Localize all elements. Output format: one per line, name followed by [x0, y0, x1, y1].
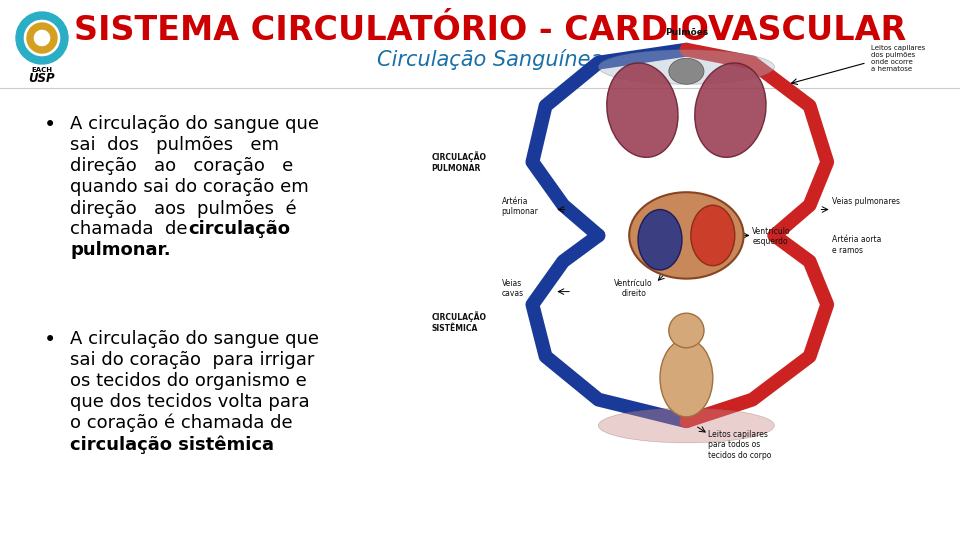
Wedge shape [20, 18, 30, 28]
Wedge shape [48, 43, 55, 49]
Text: os tecidos do organismo e: os tecidos do organismo e [70, 372, 307, 390]
Wedge shape [20, 48, 30, 58]
Text: SISTEMA CIRCULATÓRIO - CARDIOVASCULAR: SISTEMA CIRCULATÓRIO - CARDIOVASCULAR [74, 14, 906, 46]
Wedge shape [59, 25, 67, 35]
Wedge shape [50, 31, 57, 36]
Text: chamada  de: chamada de [70, 220, 199, 238]
Wedge shape [34, 12, 41, 20]
Wedge shape [27, 36, 33, 40]
Wedge shape [55, 18, 64, 28]
Text: que dos tecidos volta para: que dos tecidos volta para [70, 393, 310, 411]
Text: EACH: EACH [32, 67, 53, 73]
Wedge shape [33, 45, 38, 52]
Wedge shape [45, 45, 52, 52]
Wedge shape [16, 42, 25, 51]
Text: Artéria aorta
e ramos: Artéria aorta e ramos [831, 235, 881, 255]
Text: Pulmões: Pulmões [664, 28, 708, 37]
Wedge shape [48, 26, 55, 33]
Text: Veias pulmonares: Veias pulmonares [831, 197, 900, 206]
Text: circulação: circulação [188, 220, 290, 238]
Text: Veias
cavas: Veias cavas [501, 279, 524, 298]
Wedge shape [16, 34, 23, 42]
Wedge shape [37, 23, 42, 30]
Wedge shape [27, 40, 35, 45]
Wedge shape [27, 31, 35, 36]
Wedge shape [50, 40, 57, 45]
Text: Leitos capilares
para todos os
tecidos do corpo: Leitos capilares para todos os tecidos d… [708, 430, 772, 460]
Text: Circulação Sanguínea: Circulação Sanguínea [377, 50, 603, 71]
Wedge shape [49, 53, 59, 62]
Text: direção   ao   coração   e: direção ao coração e [70, 157, 293, 175]
Wedge shape [42, 46, 47, 53]
Text: A circulação do sangue que: A circulação do sangue que [70, 330, 319, 348]
Text: pulmonar.: pulmonar. [70, 241, 171, 259]
Text: CIRCULAÇÃO
SISTÊMICA: CIRCULAÇÃO SISTÊMICA [431, 311, 486, 333]
Text: quando sai do coração em: quando sai do coração em [70, 178, 309, 196]
Ellipse shape [669, 58, 704, 84]
Wedge shape [33, 24, 38, 31]
Ellipse shape [660, 339, 712, 417]
Wedge shape [42, 23, 47, 30]
Wedge shape [45, 24, 52, 31]
Wedge shape [51, 36, 57, 40]
Text: o coração é chamada de: o coração é chamada de [70, 414, 293, 433]
Text: Ventrículo
esquerdo: Ventrículo esquerdo [753, 227, 791, 246]
Wedge shape [26, 14, 36, 23]
Wedge shape [34, 56, 41, 64]
Ellipse shape [629, 192, 744, 279]
Text: circulação sistêmica: circulação sistêmica [70, 435, 274, 454]
Wedge shape [16, 25, 25, 35]
Ellipse shape [695, 63, 766, 157]
Text: Leitos capilares
dos pulmões
onde ocorre
a hematose: Leitos capilares dos pulmões onde ocorre… [872, 45, 925, 72]
Circle shape [669, 313, 704, 348]
Text: direção   aos  pulmões  é: direção aos pulmões é [70, 199, 297, 218]
Text: •: • [44, 115, 56, 135]
Ellipse shape [607, 63, 678, 157]
Wedge shape [42, 56, 51, 64]
Wedge shape [55, 48, 64, 58]
Text: sai  dos   pulmões   em: sai dos pulmões em [70, 136, 279, 154]
Ellipse shape [598, 50, 775, 84]
Ellipse shape [638, 210, 682, 270]
Text: A circulação do sangue que: A circulação do sangue que [70, 115, 319, 133]
Wedge shape [49, 14, 59, 23]
Text: Ventrículo
direito: Ventrículo direito [614, 279, 653, 298]
Wedge shape [37, 46, 42, 53]
Wedge shape [26, 53, 36, 62]
Text: Artéria
pulmonar: Artéria pulmonar [501, 197, 539, 216]
Ellipse shape [598, 408, 775, 443]
Text: •: • [44, 330, 56, 350]
Wedge shape [59, 42, 67, 51]
Text: CIRCULAÇÃO
PULMONAR: CIRCULAÇÃO PULMONAR [431, 151, 486, 173]
Text: USP: USP [29, 72, 56, 85]
Wedge shape [29, 26, 36, 33]
Wedge shape [29, 43, 36, 49]
Wedge shape [60, 34, 68, 42]
Ellipse shape [691, 205, 734, 266]
Text: sai do coração  para irrigar: sai do coração para irrigar [70, 351, 314, 369]
Text: .: . [245, 435, 251, 453]
Wedge shape [42, 12, 51, 20]
